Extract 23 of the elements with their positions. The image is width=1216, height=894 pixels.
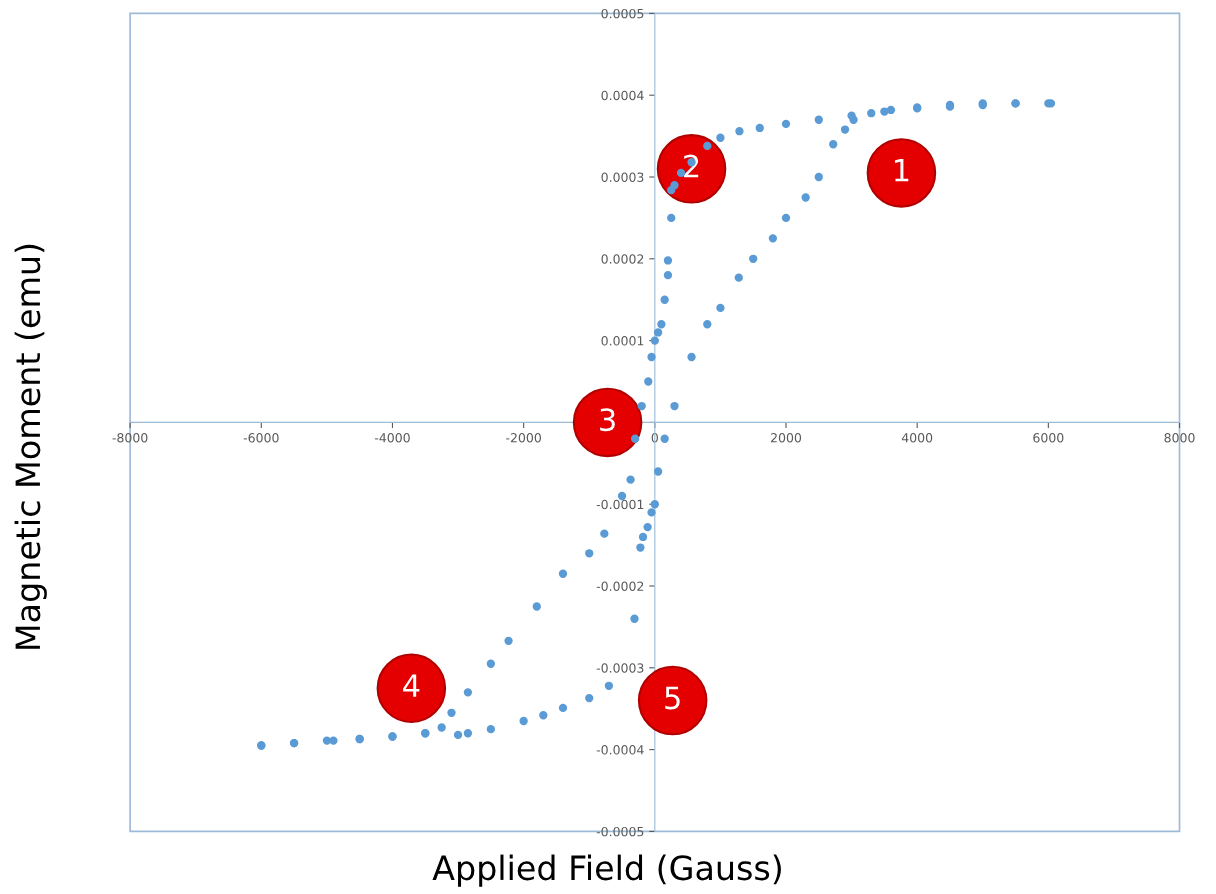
x-tick-label: -4000 [374,433,410,443]
x-axis-title: Applied Field (Gauss) [432,854,781,887]
x-tick-label: 2000 [771,433,802,443]
annotation: 4 [403,674,420,697]
y-tick-label: 0.0002 [601,254,644,264]
y-tick-label: 0.0005 [601,8,644,19]
annotation: 3 [600,408,615,432]
y-axis-title: Magnetic Moment (emu) [14,244,47,649]
annotation: 5 [665,686,680,710]
y-tick-label: -0.0005 [596,826,644,837]
x-tick-label: -2000 [506,433,541,443]
x-tick-label: 6000 [1033,433,1064,443]
y-tick-label: -0.0003 [596,663,644,673]
x-tick-label: 0 [651,433,658,443]
y-tick-label: -0.0002 [596,581,644,591]
x-tick-label: -6000 [243,433,279,443]
x-tick-label: 4000 [901,433,933,443]
y-tick-label: 0.0001 [601,336,644,346]
y-tick-label: 0.0004 [601,90,644,101]
y-tick-label: 0.0003 [601,172,644,182]
annotation: 1 [895,159,909,182]
y-tick-label: -0.0004 [596,745,644,755]
y-tick-label: -0.0001 [596,499,644,510]
